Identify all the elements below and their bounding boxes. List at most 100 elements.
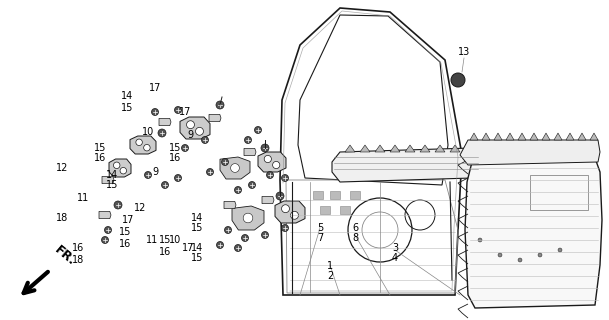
Bar	[530, 175, 588, 210]
Polygon shape	[375, 145, 385, 152]
Polygon shape	[590, 133, 598, 140]
Text: 10: 10	[169, 235, 181, 245]
Bar	[330, 191, 340, 199]
Polygon shape	[99, 212, 111, 219]
Polygon shape	[530, 133, 538, 140]
Polygon shape	[102, 176, 114, 184]
Polygon shape	[224, 201, 236, 209]
Circle shape	[267, 172, 273, 179]
Circle shape	[181, 145, 189, 151]
Text: 9: 9	[187, 130, 193, 140]
Circle shape	[234, 244, 242, 252]
Polygon shape	[209, 114, 221, 122]
Circle shape	[231, 164, 239, 172]
Text: 16: 16	[72, 243, 84, 253]
Circle shape	[558, 248, 562, 252]
Circle shape	[175, 107, 181, 114]
Text: 17: 17	[182, 243, 194, 253]
Text: 18: 18	[72, 255, 84, 265]
Polygon shape	[159, 118, 171, 125]
Polygon shape	[390, 145, 400, 152]
Circle shape	[281, 225, 289, 231]
Polygon shape	[506, 133, 514, 140]
Text: 15: 15	[191, 253, 203, 263]
Circle shape	[234, 187, 242, 194]
Polygon shape	[494, 133, 502, 140]
Circle shape	[136, 139, 143, 146]
Bar	[350, 191, 360, 199]
Text: 18: 18	[56, 213, 68, 223]
Circle shape	[451, 73, 465, 87]
Text: 15: 15	[119, 227, 131, 237]
Text: 3: 3	[392, 243, 398, 253]
Circle shape	[248, 181, 256, 188]
Text: 9: 9	[152, 167, 158, 177]
Circle shape	[281, 174, 289, 181]
Text: 16: 16	[169, 153, 181, 163]
Circle shape	[518, 258, 522, 262]
Text: 13: 13	[458, 47, 470, 57]
Polygon shape	[465, 158, 602, 308]
Polygon shape	[482, 133, 490, 140]
Polygon shape	[262, 196, 274, 204]
Text: 15: 15	[121, 103, 133, 113]
Circle shape	[222, 158, 228, 165]
Circle shape	[276, 192, 284, 200]
Circle shape	[144, 144, 150, 151]
Circle shape	[261, 144, 269, 152]
Polygon shape	[542, 133, 550, 140]
Circle shape	[102, 236, 108, 244]
Text: FR.: FR.	[52, 243, 78, 268]
Polygon shape	[345, 145, 355, 152]
Circle shape	[243, 213, 253, 223]
Text: 11: 11	[77, 193, 89, 203]
Circle shape	[186, 121, 194, 129]
Text: 14: 14	[106, 170, 118, 180]
Text: 15: 15	[94, 143, 106, 153]
Circle shape	[244, 137, 252, 143]
Polygon shape	[450, 145, 460, 152]
Polygon shape	[578, 133, 586, 140]
Polygon shape	[470, 133, 478, 140]
Circle shape	[216, 101, 224, 109]
Circle shape	[255, 126, 261, 133]
Circle shape	[225, 227, 231, 234]
Circle shape	[217, 242, 224, 249]
Circle shape	[175, 174, 181, 181]
Text: 12: 12	[134, 203, 146, 213]
Polygon shape	[220, 157, 250, 179]
Circle shape	[242, 235, 248, 242]
Text: 10: 10	[142, 127, 154, 137]
Text: 17: 17	[149, 83, 161, 93]
Text: 1: 1	[327, 261, 333, 271]
Polygon shape	[518, 133, 526, 140]
Polygon shape	[405, 145, 415, 152]
Circle shape	[202, 137, 208, 143]
Text: 15: 15	[159, 235, 171, 245]
Circle shape	[538, 253, 542, 257]
Text: 16: 16	[119, 239, 131, 249]
Text: 16: 16	[94, 153, 106, 163]
Polygon shape	[465, 145, 475, 152]
Polygon shape	[180, 117, 210, 139]
Text: 15: 15	[169, 143, 181, 153]
Polygon shape	[360, 145, 370, 152]
Circle shape	[161, 181, 169, 188]
Circle shape	[273, 161, 280, 169]
Circle shape	[498, 253, 502, 257]
Polygon shape	[566, 133, 574, 140]
Text: 16: 16	[159, 247, 171, 257]
Text: 17: 17	[122, 215, 134, 225]
Text: 5: 5	[317, 223, 323, 233]
Polygon shape	[244, 148, 256, 156]
Text: 6: 6	[352, 223, 358, 233]
Circle shape	[206, 169, 214, 175]
Circle shape	[158, 129, 166, 137]
Polygon shape	[232, 206, 264, 230]
Bar	[320, 206, 330, 214]
Circle shape	[144, 172, 152, 179]
Text: 7: 7	[317, 233, 323, 243]
Polygon shape	[332, 148, 480, 182]
Polygon shape	[420, 145, 430, 152]
Polygon shape	[130, 136, 156, 154]
